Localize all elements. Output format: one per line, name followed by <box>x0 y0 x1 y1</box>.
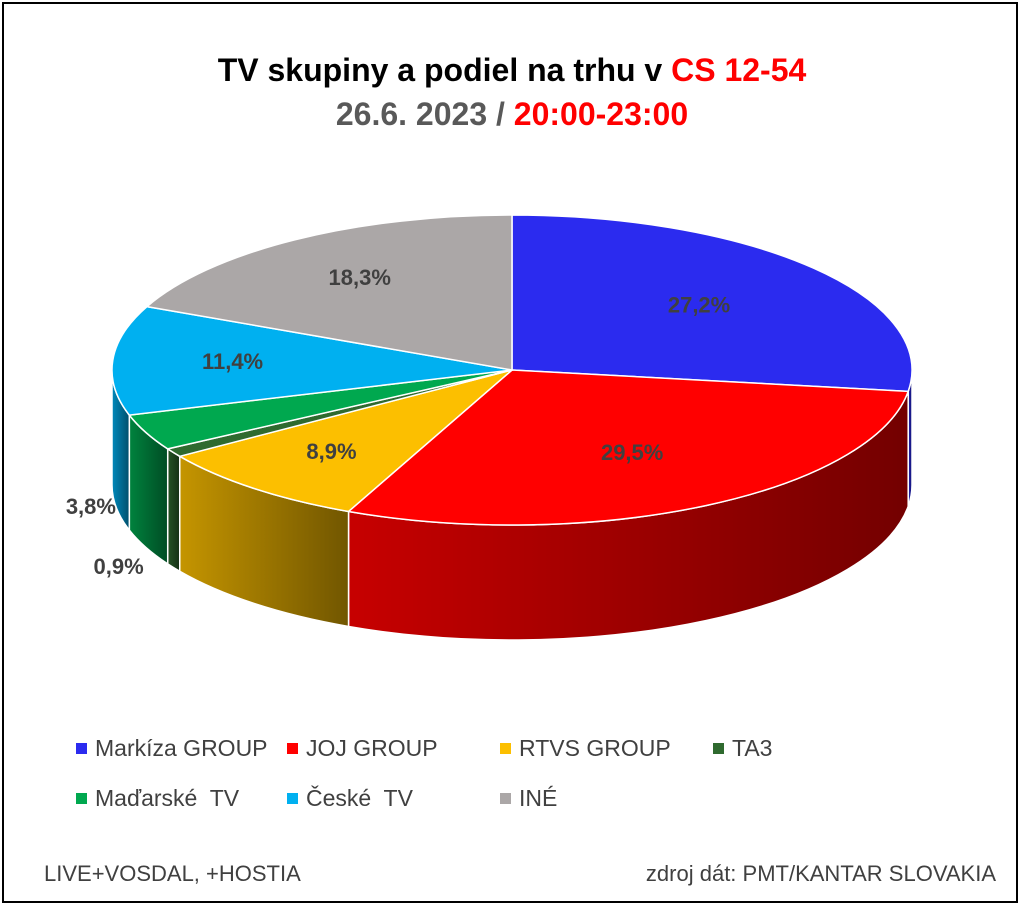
legend-label: JOJ GROUP <box>306 735 438 761</box>
title-text: TV skupiny a podiel na trhu v <box>217 52 663 88</box>
chart-subtitle: 26.6. 2023 / 20:00-23:00 <box>0 96 1024 133</box>
subtitle-time: 20:00-23:00 <box>513 96 689 132</box>
legend-label: Markíza GROUP <box>95 735 268 761</box>
legend-swatch <box>500 743 511 754</box>
pie-slice--esk-tv <box>111 305 513 416</box>
legend-label: RTVS GROUP <box>519 735 671 761</box>
legend-swatch <box>76 743 87 754</box>
data-label: 3,8% <box>66 494 116 519</box>
subtitle-separator: / <box>487 96 514 132</box>
legend-swatch <box>76 793 87 804</box>
data-label: 18,3% <box>329 265 391 290</box>
legend-swatch <box>500 793 511 804</box>
legend-item: Maďarské TV <box>76 785 239 812</box>
data-label: 8,9% <box>306 439 356 464</box>
footer-source: zdroj dát: PMT/KANTAR SLOVAKIA <box>645 861 996 886</box>
chart-title: TV skupiny a podiel na trhu v CS 12-54 <box>0 52 1024 89</box>
legend-item: JOJ GROUP <box>287 735 438 762</box>
pie-slice-in- <box>145 214 513 371</box>
pie-slice-rtvs-group <box>177 369 513 513</box>
footer-note: LIVE+VOSDAL, +HOSTIA <box>44 861 301 886</box>
data-label: 11,4% <box>202 349 263 374</box>
legend-swatch <box>287 743 298 754</box>
data-label: 0,9% <box>94 554 144 579</box>
legend-item: TA3 <box>713 735 772 762</box>
subtitle-date: 26.6. 2023 <box>335 96 488 132</box>
legend-item: RTVS GROUP <box>500 735 671 762</box>
legend-item: INÉ <box>500 785 557 812</box>
legend-item: České TV <box>287 785 413 812</box>
data-label: 27,2% <box>668 293 730 318</box>
data-label: 29,5% <box>601 440 663 465</box>
pie-side-ta3 <box>166 447 181 573</box>
legend-item: Markíza GROUP <box>76 735 268 762</box>
legend-label: České TV <box>306 785 413 811</box>
pie-slice-mark-za-group <box>511 214 913 393</box>
pie-slice-joj-group <box>346 369 910 526</box>
title-highlight: CS 12-54 <box>671 52 807 88</box>
legend-swatch <box>287 793 298 804</box>
legend-swatch <box>713 743 724 754</box>
legend-label: INÉ <box>519 785 558 811</box>
legend-label: TA3 <box>732 735 773 761</box>
legend-label: Maďarské TV <box>95 785 240 811</box>
